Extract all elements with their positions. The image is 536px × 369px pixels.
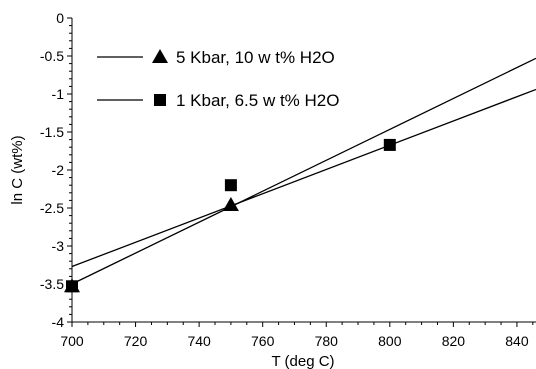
legend: 5 Kbar, 10 w t% H2O 1 Kbar, 6.5 w t% H2O xyxy=(97,48,339,110)
y-tick-label: -4 xyxy=(52,314,65,330)
y-tick-label: -3.5 xyxy=(40,276,64,292)
x-tick-label: 760 xyxy=(251,333,275,349)
x-tick-label: 820 xyxy=(442,333,466,349)
square-marker xyxy=(224,179,237,192)
y-tick-label: -3 xyxy=(52,238,65,254)
x-tick-label: 720 xyxy=(124,333,148,349)
y-tick-label: -0.5 xyxy=(40,48,64,64)
legend-label-series-2: 1 Kbar, 6.5 w t% H2O xyxy=(176,91,339,110)
y-axis-label: ln C (wt%) xyxy=(9,135,26,204)
x-tick-label: 740 xyxy=(187,333,211,349)
y-tick-label: -2 xyxy=(52,162,65,178)
triangle-marker xyxy=(222,196,239,211)
fit-line-series-1 xyxy=(71,57,536,285)
triangle-marker xyxy=(64,278,80,293)
y-tick-label: -1.5 xyxy=(40,124,64,140)
x-tick-label: 700 xyxy=(60,333,84,349)
x-tick-label: 840 xyxy=(505,333,529,349)
fit-line-series-2 xyxy=(71,88,536,268)
fit-lines xyxy=(71,57,536,285)
legend-triangle-marker xyxy=(152,49,168,63)
x-axis-label: T (deg C) xyxy=(271,353,334,369)
data-markers xyxy=(64,138,396,293)
y-tick-label: -2.5 xyxy=(40,200,64,216)
y-tick-label: -1 xyxy=(52,86,65,102)
legend-square-marker xyxy=(154,94,166,106)
axes: 0 -0.5 -1 -1.5 -2 -2.5 -3 -3.5 -4 700 720 740 760 780… xyxy=(40,10,536,349)
y-tick-label: 0 xyxy=(56,10,64,26)
square-marker xyxy=(383,138,396,151)
legend-label-series-1: 5 Kbar, 10 w t% H2O xyxy=(176,48,335,67)
x-tick-label: 780 xyxy=(315,333,339,349)
x-tick-label: 800 xyxy=(378,333,402,349)
